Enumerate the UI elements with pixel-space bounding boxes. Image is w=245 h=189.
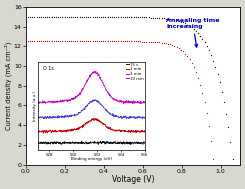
Y-axis label: Current density (mA cm⁻²): Current density (mA cm⁻²) [5,41,12,130]
Text: Annealing time
increasing: Annealing time increasing [166,18,220,47]
X-axis label: Voltage (V): Voltage (V) [112,175,154,184]
